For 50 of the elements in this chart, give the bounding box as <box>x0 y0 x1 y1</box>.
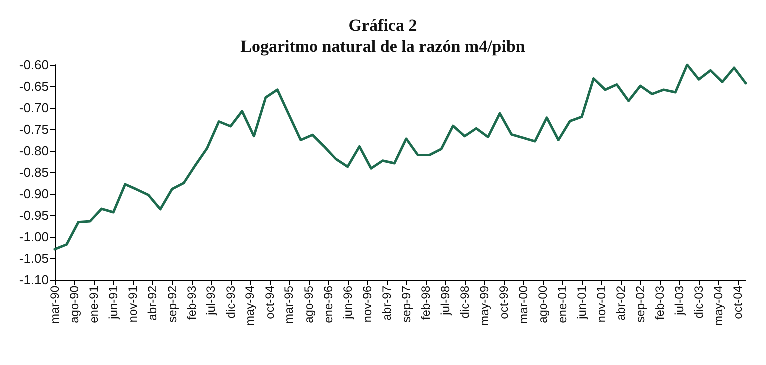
x-tick-label: mar-00 <box>516 286 530 324</box>
x-tick-label: nov-91 <box>126 286 140 323</box>
x-tick-label: nov-01 <box>594 286 609 323</box>
y-tick-label: -0.85 <box>19 165 49 180</box>
y-tick-label: -1.10 <box>19 272 49 288</box>
x-tick-label: oct-04 <box>731 286 746 320</box>
y-tick-label: -0.90 <box>19 186 49 202</box>
x-tick-label: mar-90 <box>48 286 62 324</box>
x-tick-label: dic-98 <box>458 286 472 319</box>
x-tick-label: sep-02 <box>634 286 648 323</box>
x-tick-label: oct-94 <box>262 286 277 320</box>
x-tick-label: nov-96 <box>360 286 374 323</box>
x-tick-label: may-99 <box>477 286 492 326</box>
x-tick-label: ago-00 <box>536 286 550 324</box>
x-tick-label: abr-92 <box>146 286 160 321</box>
x-tick-label: sep-97 <box>399 286 414 323</box>
x-tick-label: abr-02 <box>614 286 628 321</box>
x-tick-label: feb-98 <box>419 286 434 320</box>
x-tick-label: jul-03 <box>672 286 686 316</box>
x-tick-label: mar-95 <box>282 286 296 324</box>
x-tick-label: feb-03 <box>653 286 668 320</box>
x-tick-label: sep-92 <box>165 286 180 323</box>
x-tick-label: dic-93 <box>224 286 238 319</box>
x-tick-label: ene-01 <box>556 286 570 324</box>
x-tick-label: jul-98 <box>438 286 452 316</box>
x-tick-label: jun-01 <box>575 286 589 320</box>
x-tick-label: ene-96 <box>321 286 336 324</box>
y-tick-label: -0.80 <box>19 144 49 158</box>
y-tick-label: -1.05 <box>19 251 49 266</box>
y-tick-label: -1.00 <box>19 230 49 244</box>
x-tick-label: jul-93 <box>204 286 218 316</box>
y-tick-label: -0.75 <box>19 122 49 137</box>
y-tick-label: -0.95 <box>19 208 49 223</box>
y-tick-label: -0.65 <box>19 79 49 94</box>
chart-title: Gráfica 2 <box>348 16 418 35</box>
x-tick-label: ago-95 <box>302 286 316 324</box>
x-tick-label: jun-91 <box>106 286 121 320</box>
x-tick-label: may-04 <box>712 286 726 326</box>
x-tick-label: ago-90 <box>68 286 82 324</box>
y-tick-label: -0.70 <box>19 100 49 116</box>
x-tick-label: dic-03 <box>692 286 706 319</box>
x-tick-label: oct-99 <box>496 286 511 320</box>
x-tick-label: ene-91 <box>87 286 102 324</box>
x-tick-label: jun-96 <box>340 286 355 320</box>
y-tick-label: -0.60 <box>19 58 49 72</box>
chart-subtitle: Logaritmo natural de la razón m4/pibn <box>240 37 526 56</box>
x-tick-label: feb-93 <box>184 286 199 320</box>
x-tick-label: abr-97 <box>380 286 394 321</box>
x-tick-label: may-94 <box>243 286 258 326</box>
line-series <box>54 64 748 251</box>
